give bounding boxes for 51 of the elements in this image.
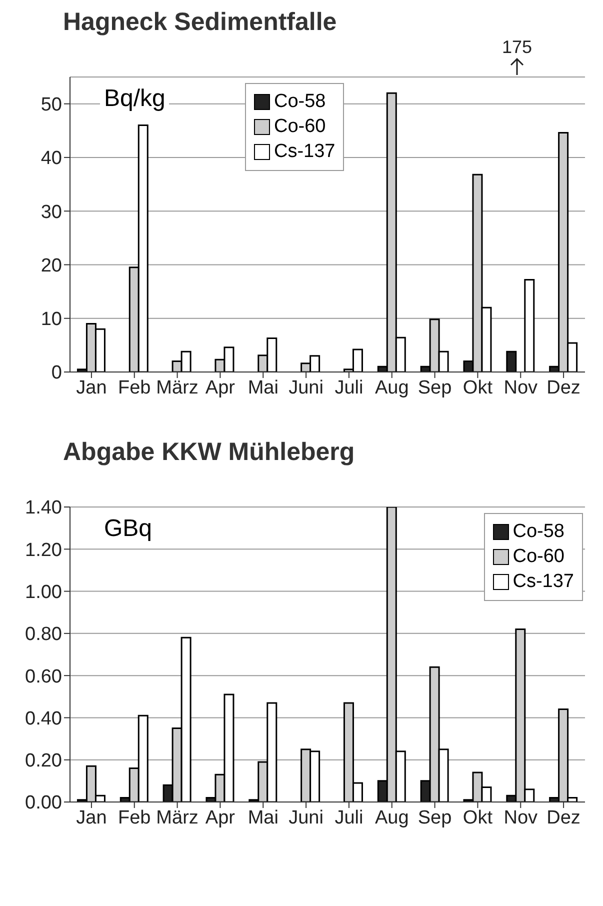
y-tick-label: 50 <box>40 94 62 116</box>
legend-label: Co-58 <box>512 521 564 543</box>
legend-label: Co-60 <box>274 116 326 138</box>
y-tick-label: 30 <box>40 202 62 223</box>
x-tick-label: Apr <box>205 807 236 828</box>
y-tick-label: 0.20 <box>25 750 62 772</box>
y-tick-label: 1.00 <box>25 582 62 604</box>
text: 175 <box>500 37 534 58</box>
x-tick-label: Feb <box>118 807 151 828</box>
x-tick-label: Sep <box>418 377 452 398</box>
x-tick-label: Nov <box>504 807 538 828</box>
x-tick-label: Juni <box>288 807 324 828</box>
x-tick-label: Juli <box>334 807 364 828</box>
x-tick-label: Feb <box>118 377 151 398</box>
x-tick-label: Sep <box>418 807 452 828</box>
y-tick-label: 0.00 <box>25 792 62 814</box>
y-axis-title: Bq/kg <box>100 85 170 113</box>
x-tick-label: Jan <box>76 807 107 828</box>
x-tick-label: Mai <box>248 807 278 828</box>
y-tick-label: 0.60 <box>25 666 62 688</box>
x-tick-label: Okt <box>462 377 494 398</box>
chart-title: Hagneck Sedimentfalle <box>62 8 338 37</box>
legend-label: Co-58 <box>274 91 326 113</box>
x-tick-label: Jan <box>76 377 107 398</box>
y-tick-label: 20 <box>40 255 62 276</box>
bar <box>524 278 535 372</box>
x-tick-label: Aug <box>374 377 409 398</box>
y-tick-label: 10 <box>40 309 62 330</box>
y-tick-label: 1.20 <box>25 540 62 561</box>
bar <box>506 350 517 372</box>
y-tick-label: 0.40 <box>25 708 62 730</box>
x-tick-label: Mai <box>248 377 278 398</box>
x-tick-label: Apr <box>205 377 236 398</box>
x-tick-label: Nov <box>504 377 538 398</box>
y-tick-label: 0.80 <box>25 624 62 646</box>
legend-label: Co-60 <box>512 546 564 568</box>
x-tick-label: Okt <box>462 807 494 828</box>
x-tick-label: Juni <box>288 377 324 398</box>
y-axis-title: GBq <box>100 515 156 543</box>
x-tick-label: Dez <box>546 377 580 398</box>
legend-label: Cs-137 <box>512 571 574 593</box>
y-tick-label: 40 <box>40 148 62 170</box>
x-tick-label: Dez <box>546 807 580 828</box>
y-tick-label: 0 <box>51 362 62 384</box>
x-tick-label: März <box>156 807 198 828</box>
x-tick-label: Aug <box>374 807 409 828</box>
chart-title: Abgabe KKW Mühleberg <box>62 438 356 467</box>
legend-label: Cs-137 <box>274 141 336 163</box>
x-tick-label: März <box>156 377 198 398</box>
x-tick-label: Juli <box>334 377 364 398</box>
y-tick-label: 1.40 <box>25 498 62 519</box>
